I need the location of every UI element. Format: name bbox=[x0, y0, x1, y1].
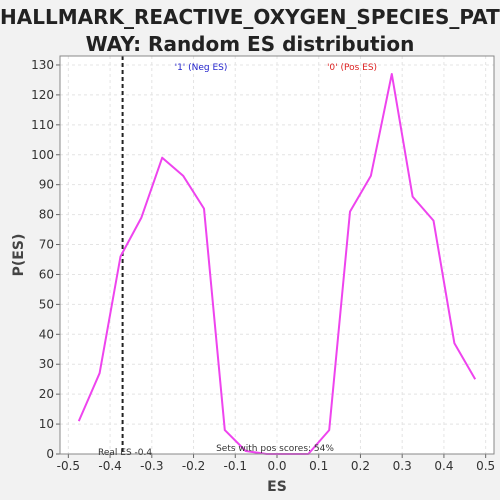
x-tick-label: 0.2 bbox=[351, 459, 370, 473]
y-tick-label: 40 bbox=[39, 327, 54, 341]
chart-title-line-2: WAY: Random ES distribution bbox=[85, 32, 415, 56]
x-tick-label: 0.5 bbox=[476, 459, 495, 473]
y-axis-ticks: 0 10 20 30 40 50 60 70 80 90 100 110 120 130 bbox=[31, 58, 60, 461]
x-tick-label: -0.5 bbox=[57, 459, 80, 473]
pos-scores-label: Sets with pos scores: 54% bbox=[216, 444, 334, 454]
x-tick-label: -0.2 bbox=[182, 459, 205, 473]
y-tick-label: 90 bbox=[39, 178, 54, 192]
y-tick-label: 50 bbox=[39, 297, 54, 311]
y-tick-label: 80 bbox=[39, 208, 54, 222]
neg-es-label: '1' (Neg ES) bbox=[175, 63, 228, 73]
x-tick-label: -0.1 bbox=[224, 459, 247, 473]
plot-frame bbox=[59, 55, 495, 455]
y-tick-label: 10 bbox=[39, 417, 54, 431]
x-axis-ticks: -0.5 -0.4 -0.3 -0.2 -0.1 0.0 0.1 0.2 0.3 0.4 0.5 bbox=[57, 454, 495, 473]
grid-lines bbox=[60, 56, 494, 455]
y-tick-label: 110 bbox=[31, 118, 54, 132]
chart-title: HALLMARK_REACTIVE_OXYGEN_SPECIES_PATH WA… bbox=[0, 4, 500, 58]
x-tick-label: 0.3 bbox=[393, 459, 412, 473]
y-tick-label: 120 bbox=[31, 88, 54, 102]
x-tick-label: 0.1 bbox=[309, 459, 328, 473]
y-tick-label: 30 bbox=[39, 357, 54, 371]
y-axis-label: P(ES) bbox=[11, 234, 27, 277]
y-tick-label: 0 bbox=[46, 447, 54, 461]
x-tick-label: 0.0 bbox=[267, 459, 286, 473]
x-tick-label: -0.4 bbox=[98, 459, 121, 473]
real-es-label: Real ES -0.4 bbox=[98, 448, 152, 458]
pos-es-label: '0' (Pos ES) bbox=[327, 63, 377, 73]
y-tick-label: 100 bbox=[31, 148, 54, 162]
y-tick-label: 60 bbox=[39, 267, 54, 281]
x-tick-label: -0.3 bbox=[140, 459, 163, 473]
y-tick-label: 130 bbox=[31, 58, 54, 72]
y-tick-label: 20 bbox=[39, 387, 54, 401]
x-axis-label: ES bbox=[267, 479, 287, 495]
chart-title-line-1: HALLMARK_REACTIVE_OXYGEN_SPECIES_PATH bbox=[0, 5, 500, 29]
y-tick-label: 70 bbox=[39, 238, 54, 252]
x-tick-label: 0.4 bbox=[434, 459, 453, 473]
